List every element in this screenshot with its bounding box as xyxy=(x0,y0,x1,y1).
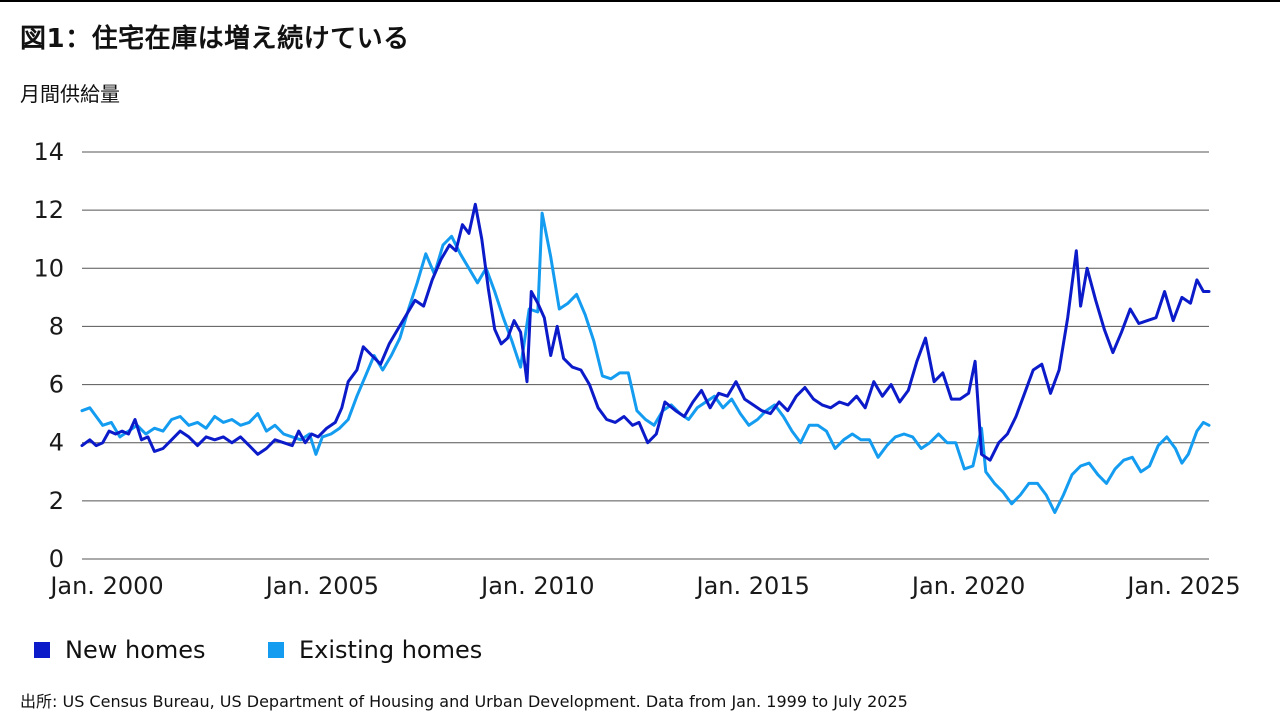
x-tick-2025: Jan. 2025 xyxy=(1125,572,1240,600)
legend-swatch-new-homes xyxy=(34,642,50,658)
y-tick-12: 12 xyxy=(33,196,64,224)
series-lines xyxy=(80,202,1211,514)
y-tick-0: 0 xyxy=(49,545,64,573)
x-tick-2005: Jan. 2005 xyxy=(264,572,379,600)
x-tick-2000: Jan. 2000 xyxy=(48,572,163,600)
series-line-new-homes xyxy=(80,202,1211,462)
legend-item-new-homes: New homes xyxy=(34,636,206,664)
x-tick-labels: Jan. 2000 Jan. 2005 Jan. 2010 Jan. 2015 Jan.… xyxy=(48,572,1240,600)
series-line-existing-homes xyxy=(80,211,1211,514)
legend-item-existing-homes: Existing homes xyxy=(268,636,482,664)
y-tick-10: 10 xyxy=(33,254,64,282)
y-tick-14: 14 xyxy=(33,138,64,166)
x-tick-2010: Jan. 2010 xyxy=(479,572,594,600)
y-tick-labels: 0 2 4 6 8 10 12 14 xyxy=(33,138,64,573)
x-tick-2020: Jan. 2020 xyxy=(910,572,1025,600)
y-axis-label: 月間供給量 xyxy=(20,82,120,106)
source-note: 出所: US Census Bureau, US Department of H… xyxy=(20,692,908,711)
chart-title: 図1：住宅在庫は増え続けている xyxy=(20,24,410,54)
legend-label-existing-homes: Existing homes xyxy=(299,636,483,664)
legend-swatch-existing-homes xyxy=(268,642,284,658)
y-tick-2: 2 xyxy=(49,487,64,515)
grid-lines xyxy=(82,151,1209,560)
y-tick-4: 4 xyxy=(49,429,64,457)
y-tick-6: 6 xyxy=(49,371,64,399)
top-rule xyxy=(0,0,1280,2)
x-tick-2015: Jan. 2015 xyxy=(695,572,810,600)
legend-label-new-homes: New homes xyxy=(65,636,206,664)
y-tick-8: 8 xyxy=(49,312,64,340)
